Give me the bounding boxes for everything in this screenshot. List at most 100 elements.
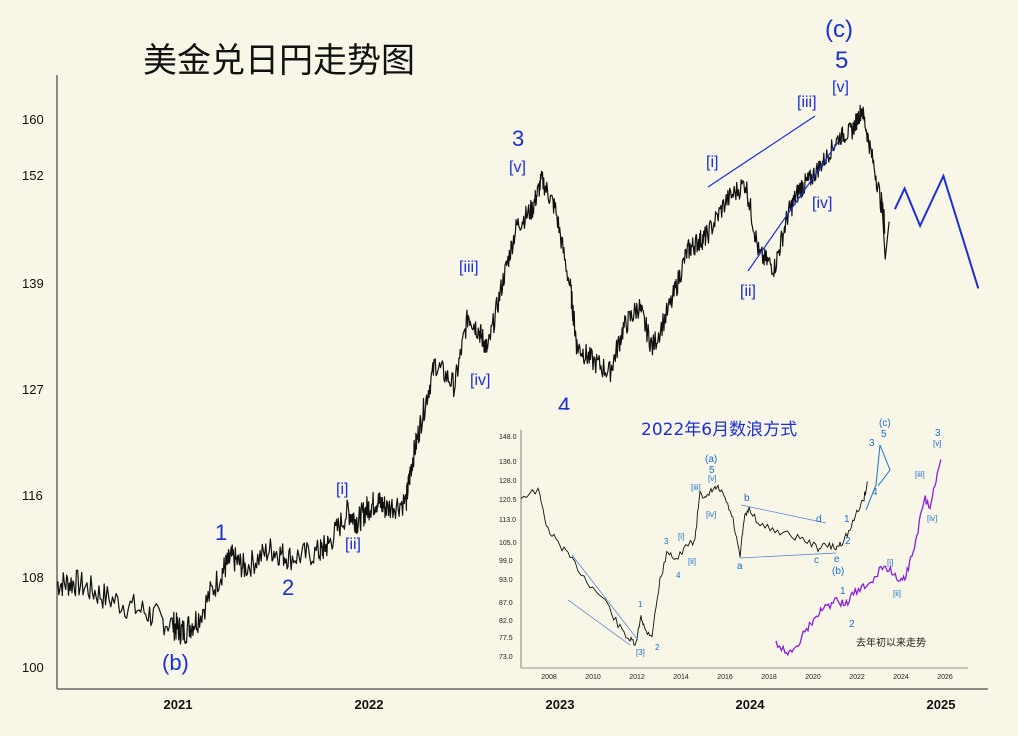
inset-x-tick-label: 2016 bbox=[717, 674, 733, 681]
inset-y-tick-label: 87.0 bbox=[499, 600, 513, 607]
wave-label-i-1: [i] bbox=[336, 481, 348, 498]
inset-triangle-upper bbox=[740, 504, 827, 524]
x-tick-label: 2022 bbox=[355, 697, 384, 712]
wave-label-v-1: [v] bbox=[509, 159, 526, 176]
y-tick-label: 152 bbox=[22, 168, 44, 183]
wave-label-ii-1: [ii] bbox=[345, 536, 361, 553]
inset-y-tick-label: 105.0 bbox=[499, 540, 517, 547]
y-tick-label: 116 bbox=[22, 488, 43, 503]
wave-label-v-2: [v] bbox=[832, 79, 849, 96]
inset-label-c: c bbox=[814, 555, 819, 566]
inset-y-tick-label: 82.0 bbox=[499, 618, 513, 625]
inset-triangle-lower bbox=[739, 552, 837, 559]
inset-x-tick-label: 2022 bbox=[849, 674, 865, 681]
x-tick-label: 2024 bbox=[736, 697, 766, 712]
wave-label-c: (c) bbox=[825, 16, 853, 43]
inset-x-tick-label: 2026 bbox=[937, 674, 953, 681]
y-tick-labels: 160 152 139 127 116 108 100 bbox=[22, 112, 44, 675]
inset-y-tick-labels: 148.0 136.0 128.0 120.5 113.0 105.0 99.0 93.0 87… bbox=[499, 434, 517, 661]
wave-label-b: (b) bbox=[162, 650, 189, 675]
inset-x-tick-label: 2008 bbox=[541, 674, 557, 681]
inset-recent-line bbox=[775, 459, 942, 657]
wave-label-iv-2: [iv] bbox=[812, 195, 832, 212]
inset-y-tick-label: 136.0 bbox=[499, 459, 517, 466]
inset-label-r1: 1 bbox=[844, 514, 850, 525]
inset-x-tick-label: 2010 bbox=[585, 674, 601, 681]
wave-label-ii-2: [ii] bbox=[740, 283, 756, 300]
wave-label-i-2: [i] bbox=[706, 154, 718, 171]
inset-label-a-paren: (a) bbox=[705, 454, 717, 465]
inset-label-3: 3 bbox=[664, 537, 669, 546]
inset-y-tick-label: 148.0 bbox=[499, 434, 517, 441]
y-tick-label: 139 bbox=[22, 276, 44, 291]
inset-x-tick-label: 2020 bbox=[805, 674, 821, 681]
inset-label-c-paren: (c) bbox=[879, 418, 891, 429]
inset-label-p1: 1 bbox=[840, 586, 846, 597]
inset-label-a: a bbox=[737, 561, 743, 572]
projection-line bbox=[893, 173, 980, 289]
wave-label-5: 5 bbox=[835, 47, 848, 74]
inset-y-tick-label: 99.0 bbox=[499, 558, 513, 565]
wedge-upper-line bbox=[707, 115, 816, 188]
inset-label-r2: 2 bbox=[845, 536, 851, 547]
inset-label-iii: [iii] bbox=[691, 483, 701, 492]
inset-label-r4: 4 bbox=[872, 487, 878, 498]
inset-label-e: e bbox=[834, 554, 840, 565]
inset-label-piv: [iv] bbox=[927, 514, 937, 523]
x-tick-label: 2025 bbox=[927, 697, 956, 712]
inset-label-iv: [iv] bbox=[706, 510, 716, 519]
inset-note: 去年初以来走势 bbox=[856, 636, 926, 649]
wedge-lower-line bbox=[747, 141, 839, 272]
wave-label-2: 2 bbox=[282, 575, 294, 600]
x-tick-label: 2021 bbox=[164, 697, 193, 712]
inset-label-i: [i] bbox=[678, 532, 684, 541]
inset-price-line bbox=[520, 481, 868, 646]
inset-label-2: 2 bbox=[655, 643, 660, 652]
inset-chart: 2022年6月数浪方式 148.0 136.0 128.0 120.5 113.0 105… bbox=[490, 410, 988, 685]
inset-y-tick-label: 77.5 bbox=[499, 635, 513, 642]
inset-label-pv: [v] bbox=[933, 439, 941, 448]
wave-label-iii-2: [iii] bbox=[797, 94, 817, 111]
inset-channel-lower bbox=[567, 599, 631, 646]
inset-label-4: 4 bbox=[676, 571, 681, 580]
inset-label-piii: [iii] bbox=[915, 470, 925, 479]
inset-x-tick-labels: 2008 2010 2012 2014 2016 2018 2020 2022 2024 2026 bbox=[541, 674, 953, 681]
inset-projection-line bbox=[865, 444, 891, 511]
inset-label-pii: [ii] bbox=[893, 589, 901, 598]
x-tick-label: 2023 bbox=[546, 697, 575, 712]
inset-channel-upper bbox=[571, 554, 639, 641]
inset-label-r3: 3 bbox=[869, 438, 875, 449]
price-line bbox=[56, 104, 890, 645]
inset-label-d: d bbox=[816, 514, 822, 525]
inset-title: 2022年6月数浪方式 bbox=[641, 420, 797, 440]
inset-label-v: [v] bbox=[708, 474, 716, 483]
y-tick-label: 127 bbox=[22, 382, 44, 397]
inset-label-r5: 5 bbox=[881, 429, 887, 440]
inset-y-tick-label: 73.0 bbox=[499, 654, 513, 661]
inset-label-pi: [i] bbox=[887, 558, 893, 567]
inset-label-p3: 3 bbox=[935, 428, 941, 439]
inset-y-tick-label: 120.5 bbox=[499, 497, 517, 504]
inset-label-1: 1 bbox=[638, 600, 643, 609]
y-tick-label: 160 bbox=[22, 112, 44, 127]
inset-label-ii: [ii] bbox=[688, 557, 696, 566]
y-tick-label: 100 bbox=[22, 660, 44, 675]
y-tick-label: 108 bbox=[22, 570, 44, 585]
inset-label-p2: 2 bbox=[849, 619, 855, 630]
inset-label-3-bracket: [3] bbox=[636, 648, 645, 657]
inset-y-tick-label: 93.0 bbox=[499, 577, 513, 584]
inset-y-tick-label: 113.0 bbox=[499, 517, 516, 524]
wave-label-iii-1: [iii] bbox=[459, 259, 479, 276]
x-tick-labels: 2021 2022 2023 2024 2025 bbox=[164, 697, 956, 712]
wave-label-1: 1 bbox=[215, 520, 227, 545]
chart-title: 美金兑日円走势图 bbox=[143, 41, 415, 81]
inset-x-tick-label: 2024 bbox=[893, 674, 909, 681]
inset-x-tick-label: 2014 bbox=[673, 674, 689, 681]
inset-label-5: 5 bbox=[709, 465, 715, 476]
inset-x-tick-label: 2012 bbox=[629, 674, 645, 681]
inset-label-b-paren: (b) bbox=[832, 566, 844, 577]
inset-label-b: b bbox=[744, 493, 750, 504]
wave-label-3: 3 bbox=[512, 126, 524, 151]
